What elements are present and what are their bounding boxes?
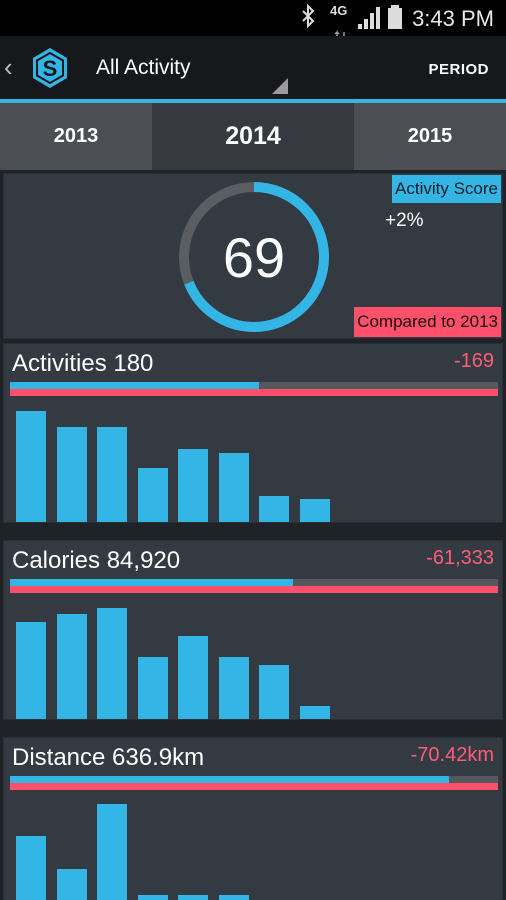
distance-progress-track [10, 776, 498, 783]
chart-bar [97, 804, 127, 900]
chart-bar [16, 411, 46, 522]
signal-icon [358, 7, 380, 29]
calories-progress-track [10, 579, 498, 586]
chart-bar [56, 869, 87, 900]
calories-delta: -61,333 [426, 547, 494, 569]
activity-score-value: 69 [222, 225, 286, 289]
dropdown-caret-icon[interactable] [272, 78, 288, 94]
chart-bar [299, 499, 330, 522]
chart-bar [97, 608, 127, 719]
distance-progress-fill [10, 776, 450, 783]
chart-bar [137, 895, 168, 900]
chart-bar [178, 895, 208, 900]
distance-title: Distance 636.9km [12, 744, 205, 771]
score-ring [179, 182, 329, 332]
distance-chart [4, 804, 502, 900]
chart-bar [218, 895, 249, 900]
status-bar: 4G 3:43 PM [0, 0, 506, 42]
app-logo-icon[interactable]: S [28, 46, 72, 90]
distance-comparison-bar [10, 783, 498, 790]
activities-delta: -169 [453, 350, 494, 372]
activities-progress-track [10, 382, 498, 389]
chart-bar [137, 657, 168, 719]
battery-icon [388, 5, 402, 29]
chart-bar [16, 622, 46, 719]
network-type-label: 4G [330, 3, 348, 18]
status-time: 3:43 PM [412, 6, 494, 31]
data-arrows-icon [334, 30, 347, 42]
back-chevron-icon[interactable]: ‹ [4, 52, 13, 82]
chart-bar [218, 453, 249, 522]
distance-card[interactable]: Distance 636.9km -70.42km [3, 737, 503, 900]
score-ring-progress [179, 182, 329, 332]
year-tabs: 2013 2014 2015 [0, 103, 506, 170]
chart-bar [56, 614, 87, 719]
tab-year-next[interactable]: 2015 [354, 103, 506, 170]
calories-chart [4, 597, 502, 719]
action-bar: ‹ S All Activity PERIOD [0, 36, 506, 100]
chart-bar [218, 657, 249, 719]
tab-year-current[interactable]: 2014 [152, 103, 354, 170]
activity-score-label: Activity Score [392, 175, 501, 203]
calories-card[interactable]: Calories 84,920 -61,333 [3, 540, 503, 720]
chart-bar [178, 636, 208, 719]
activities-title: Activities 180 [12, 350, 154, 377]
activity-filter-title[interactable]: All Activity [96, 56, 191, 79]
action-bar-accent-line [0, 99, 506, 103]
activity-score-card[interactable]: 69 Activity Score +2% Compared to 2013 [3, 173, 503, 339]
compared-to-label: Compared to 2013 [354, 307, 501, 337]
calories-comparison-bar [10, 586, 498, 593]
activities-comparison-bar [10, 389, 498, 396]
calories-progress-fill [10, 579, 294, 586]
chart-bar [299, 706, 330, 719]
distance-delta: -70.42km [410, 744, 494, 766]
period-button[interactable]: PERIOD [428, 61, 489, 78]
calories-title: Calories 84,920 [12, 547, 181, 574]
activities-progress-fill [10, 382, 259, 389]
chart-bar [259, 496, 289, 522]
chart-bar [259, 665, 289, 719]
chart-bar [97, 427, 127, 522]
app-logo-letter: S [43, 56, 58, 81]
activities-card[interactable]: Activities 180 -169 [3, 343, 503, 523]
tab-year-previous[interactable]: 2013 [0, 103, 152, 170]
chart-bar [137, 468, 168, 522]
chart-bar [16, 836, 46, 900]
chart-bar [178, 449, 208, 522]
activity-score-delta: +2% [385, 210, 424, 231]
activities-chart [4, 400, 502, 522]
chart-bar [56, 427, 87, 522]
bluetooth-icon [302, 3, 315, 29]
